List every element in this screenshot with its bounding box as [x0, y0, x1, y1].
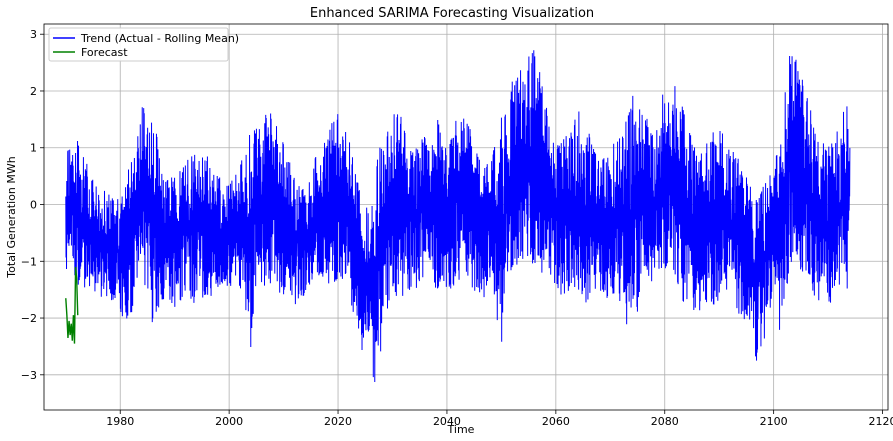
plot-frame — [43, 23, 889, 411]
x-axis-label: Time — [447, 423, 475, 436]
y-axis-label: Total Generation MWh — [5, 156, 18, 278]
legend-label-forecast: Forecast — [81, 46, 128, 59]
forecast-series — [65, 266, 79, 344]
y-tick-label: 1 — [30, 142, 37, 155]
trend-line — [65, 50, 851, 382]
x-tick-label: 2000 — [215, 415, 243, 428]
x-tick-label: 2060 — [542, 415, 570, 428]
y-tick-label: 3 — [30, 28, 37, 41]
x-tick-label: 1980 — [106, 415, 134, 428]
x-axis: 1980 2000 2020 2040 2060 2080 2100 2120 — [106, 410, 893, 428]
x-tick-label: 2100 — [760, 415, 788, 428]
y-tick-label: −1 — [21, 255, 37, 268]
legend: Trend (Actual - Rolling Mean) Forecast — [48, 27, 239, 62]
x-tick-label: 2080 — [651, 415, 679, 428]
y-tick-label: 0 — [30, 199, 37, 212]
trend-series — [65, 50, 851, 382]
forecast-line — [65, 266, 79, 344]
legend-label-trend: Trend (Actual - Rolling Mean) — [80, 32, 239, 45]
x-tick-label: 2040 — [433, 415, 461, 428]
x-tick-label: 2120 — [869, 415, 893, 428]
y-axis: −3 −2 −1 0 1 2 3 — [21, 28, 44, 382]
y-tick-label: −3 — [21, 369, 37, 382]
y-tick-label: −2 — [21, 312, 37, 325]
chart-title: Enhanced SARIMA Forecasting Visualizatio… — [310, 6, 594, 21]
x-tick-label: 2020 — [324, 415, 352, 428]
y-tick-label: 2 — [30, 85, 37, 98]
legend-box — [48, 27, 229, 62]
